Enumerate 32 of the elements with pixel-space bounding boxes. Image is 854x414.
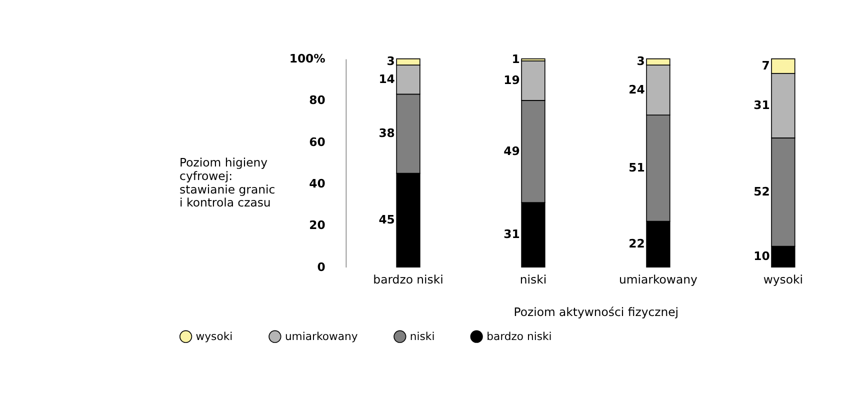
data-label: 10 — [754, 248, 770, 263]
y-tick-label: 100% — [289, 52, 326, 66]
data-label: 3 — [386, 54, 395, 68]
data-label: 51 — [628, 160, 645, 174]
x-tick-label: umiarkowany — [619, 272, 698, 286]
data-label: 38 — [378, 126, 395, 140]
y-tick-label: 40 — [309, 176, 326, 190]
data-label: 52 — [754, 184, 770, 198]
y-tick-label: 0 — [317, 260, 326, 274]
x-tick-label: bardzo niski — [373, 272, 444, 286]
legend-label: niski — [410, 330, 435, 343]
y-tick-label: 20 — [309, 218, 326, 232]
legend-label: umiarkowany — [284, 330, 358, 343]
y-tick-label: 60 — [309, 134, 326, 149]
data-label: 7 — [762, 58, 770, 72]
data-label: 3 — [636, 54, 645, 68]
legend-label: bardzo niski — [486, 330, 552, 343]
data-label: 31 — [754, 98, 770, 112]
legend-label: wysoki — [196, 330, 233, 343]
data-label: 14 — [378, 72, 395, 86]
data-label: 45 — [378, 212, 395, 227]
data-label: 24 — [628, 82, 645, 96]
x-tick-label: wysoki — [763, 272, 803, 286]
x-tick-label: niski — [520, 272, 547, 286]
data-label: 19 — [504, 72, 520, 87]
data-label: 1 — [512, 52, 520, 66]
y-tick-label: 80 — [309, 93, 326, 108]
y-axis-title: Poziom higieny cyfrowej: stawianie granic i kontrola czasu — [180, 156, 276, 210]
data-label: 22 — [628, 236, 645, 250]
x-axis-title: Poziom aktywności fizycznej — [514, 304, 679, 319]
data-label: 49 — [504, 144, 520, 158]
data-label: 31 — [504, 227, 520, 242]
